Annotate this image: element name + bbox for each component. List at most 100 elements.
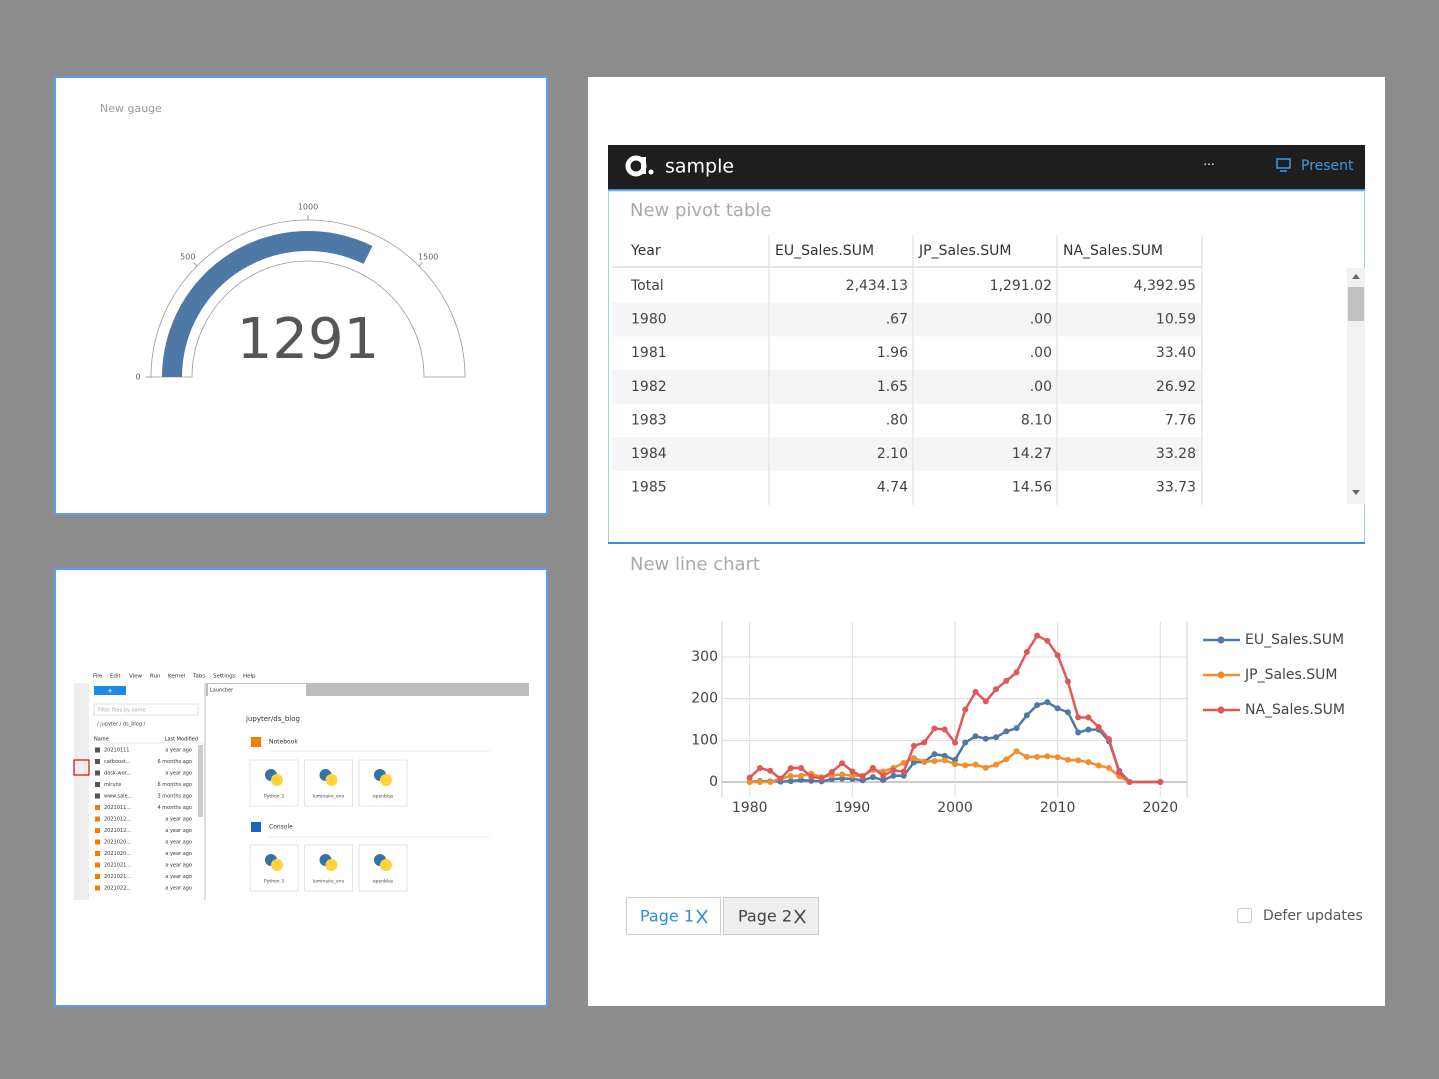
tab[interactable] xyxy=(723,897,819,935)
menu-item: View xyxy=(129,674,143,680)
kernel-logo xyxy=(325,859,338,871)
cell: 14.27 xyxy=(1012,446,1052,462)
file-name[interactable]: dask-wor... xyxy=(104,771,131,777)
kernel-logo xyxy=(271,859,283,871)
tab-close[interactable] xyxy=(794,909,806,924)
present-button[interactable]: Present xyxy=(1301,158,1354,174)
tab-close[interactable] xyxy=(696,909,708,924)
x-tick-label: 2010 xyxy=(1040,800,1076,816)
y-tick-label: 100 xyxy=(691,732,718,748)
row-bg xyxy=(612,370,1202,404)
notebook-icon xyxy=(251,737,261,747)
file-name[interactable]: mlruns xyxy=(104,782,122,788)
point xyxy=(1085,726,1092,733)
kernel-card[interactable] xyxy=(304,844,353,892)
scroll-thumb[interactable] xyxy=(1348,287,1364,321)
file-name[interactable]: 2021011... xyxy=(104,805,131,811)
point xyxy=(910,759,917,766)
cell: 8.10 xyxy=(1021,412,1052,428)
line-chart: 0 100 200 300 1980 1990 2000 2010 2020 EU_Sales.S… xyxy=(691,622,1345,816)
file-name[interactable]: 2021012... xyxy=(104,817,131,823)
point xyxy=(962,762,969,769)
gauge-title: New gauge xyxy=(100,102,162,115)
file-icon xyxy=(95,862,100,868)
point xyxy=(849,768,856,775)
point xyxy=(1064,756,1071,763)
menu-item: Edit xyxy=(110,674,121,680)
tab-label[interactable]: Page 2 xyxy=(738,907,792,926)
point xyxy=(828,769,835,776)
scrollbar[interactable] xyxy=(1347,268,1365,504)
point xyxy=(1034,753,1041,760)
kernel-logo xyxy=(380,859,392,871)
point xyxy=(993,686,1000,693)
point xyxy=(1054,754,1061,761)
column-header: JP_Sales.SUM xyxy=(918,243,1012,259)
file-icon xyxy=(95,759,100,764)
kernel-logo xyxy=(271,774,283,786)
cell: 1983 xyxy=(631,412,667,428)
file-name[interactable]: 2021021... xyxy=(104,863,131,869)
point xyxy=(972,761,979,768)
cell: 4,392.95 xyxy=(1134,278,1196,294)
file-name[interactable]: www.sale... xyxy=(104,794,133,800)
legend-swatch xyxy=(1217,636,1225,644)
kernel-card[interactable] xyxy=(358,844,408,892)
cell: 33.40 xyxy=(1156,345,1196,361)
point xyxy=(890,772,897,779)
point xyxy=(1044,699,1051,706)
file-icon xyxy=(95,770,100,776)
file-name[interactable]: catboost... xyxy=(104,759,131,765)
point xyxy=(900,759,907,766)
legend-swatch xyxy=(1217,706,1225,714)
point xyxy=(756,779,763,785)
tab-label[interactable]: Page 1 xyxy=(640,907,694,926)
file-name[interactable]: 2021020... xyxy=(104,840,131,846)
point xyxy=(1116,769,1123,776)
x-tick-label: 2020 xyxy=(1142,800,1178,816)
y-tick-label: 0 xyxy=(709,774,718,790)
cell: 26.92 xyxy=(1156,379,1196,395)
jupyter-bg xyxy=(74,668,529,900)
cell: .00 xyxy=(1030,345,1052,361)
logo xyxy=(648,169,654,175)
point xyxy=(952,757,959,764)
gauge-tick xyxy=(418,262,423,267)
menu-button[interactable]: ··· xyxy=(1203,158,1214,172)
legend-label[interactable]: EU_Sales.SUM xyxy=(1245,632,1344,648)
new-label: + xyxy=(107,687,113,695)
y-tick-label: 200 xyxy=(691,691,718,707)
point xyxy=(890,767,897,774)
name-header: Name xyxy=(94,737,109,743)
menu-item: Settings xyxy=(213,674,236,680)
point xyxy=(941,752,948,759)
file-name[interactable]: 2021022... xyxy=(104,886,131,892)
file-name[interactable]: 2021012... xyxy=(104,828,131,834)
legend-label[interactable]: JP_Sales.SUM xyxy=(1244,667,1338,683)
tab[interactable] xyxy=(626,897,721,935)
cell: .00 xyxy=(1030,379,1052,395)
kernel-label: luminaire_env xyxy=(313,794,345,800)
modified-header: Last Modified xyxy=(165,737,198,743)
menu-item: File xyxy=(93,674,103,680)
jupyter-tab xyxy=(208,684,306,696)
menu-item: Tabs xyxy=(192,674,205,680)
point xyxy=(818,775,825,782)
file-modified: 6 months ago xyxy=(158,782,193,788)
legend-label[interactable]: NA_Sales.SUM xyxy=(1245,702,1345,718)
file-name[interactable]: 2021020... xyxy=(104,851,131,857)
point xyxy=(1105,764,1112,771)
file-modified: a year ago xyxy=(165,748,192,754)
point xyxy=(993,761,1000,768)
file-icon xyxy=(95,839,100,845)
point xyxy=(869,764,876,771)
point xyxy=(931,725,938,732)
console-icon xyxy=(251,822,261,832)
x-tick-label: 1980 xyxy=(732,800,768,816)
defer-checkbox[interactable] xyxy=(1237,908,1252,923)
column-header: Year xyxy=(630,243,661,259)
file-name[interactable]: 2021021... xyxy=(104,874,131,880)
file-name[interactable]: 20210111 xyxy=(104,748,129,754)
point xyxy=(1013,748,1020,755)
